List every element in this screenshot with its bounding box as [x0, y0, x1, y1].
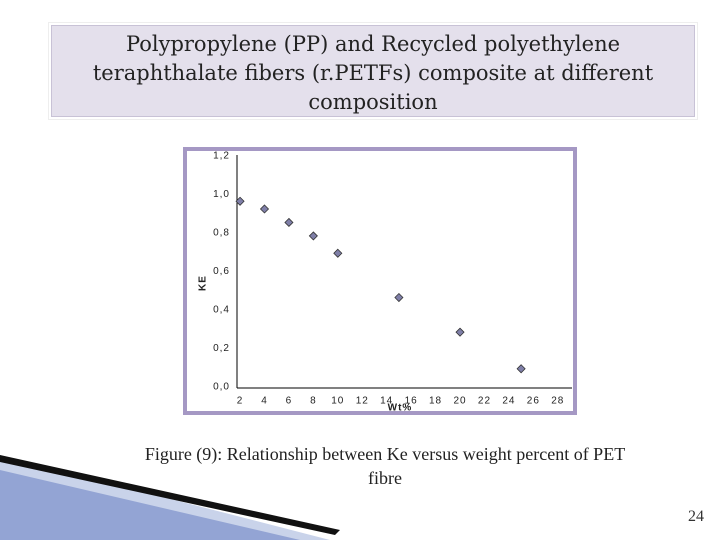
x-tick-label: 16 — [405, 396, 418, 407]
x-tick-label: 6 — [286, 396, 293, 407]
slide-number: 24 — [688, 508, 704, 525]
y-tick-label: 0,2 — [213, 343, 230, 354]
slide-title: Polypropylene (PP) and Recycled polyethy… — [48, 22, 698, 120]
x-tick-label: 18 — [429, 396, 442, 407]
decoration — [0, 470, 300, 540]
y-tick-label: 0,8 — [213, 228, 230, 239]
point — [455, 327, 465, 337]
y-tick-label: 1,0 — [213, 189, 230, 200]
plot-frame — [183, 147, 577, 415]
y-tick-label: 0,0 — [213, 382, 230, 393]
point — [394, 292, 404, 303]
x-tick-label: 22 — [478, 396, 491, 407]
x-tick-label: 2 — [237, 396, 244, 407]
x-tick-label: 28 — [551, 396, 564, 407]
y-axis-label: KE — [198, 275, 209, 291]
x-tick-label: 10 — [331, 396, 344, 407]
caption: Figure (9): Relationship between Ke vers… — [144, 444, 626, 488]
point — [259, 204, 270, 214]
x-tick-label: 12 — [356, 396, 369, 407]
x-tick-label: 14 — [380, 396, 393, 407]
point — [308, 231, 318, 241]
point — [333, 248, 343, 258]
point — [235, 196, 245, 206]
x-tick-label: 4 — [261, 396, 268, 407]
point — [516, 364, 526, 374]
y-tick-label: 0,4 — [213, 305, 230, 316]
x-axis-label: Wt% — [388, 403, 413, 414]
y-tick-label: 1,2 — [213, 151, 230, 162]
y-tick-label: 0,6 — [213, 266, 230, 277]
point — [284, 217, 294, 228]
x-tick-label: 26 — [527, 396, 540, 407]
x-tick-label: 20 — [453, 396, 466, 407]
x-tick-label: 24 — [502, 396, 515, 407]
x-tick-label: 8 — [310, 396, 317, 407]
decoration — [0, 455, 340, 535]
